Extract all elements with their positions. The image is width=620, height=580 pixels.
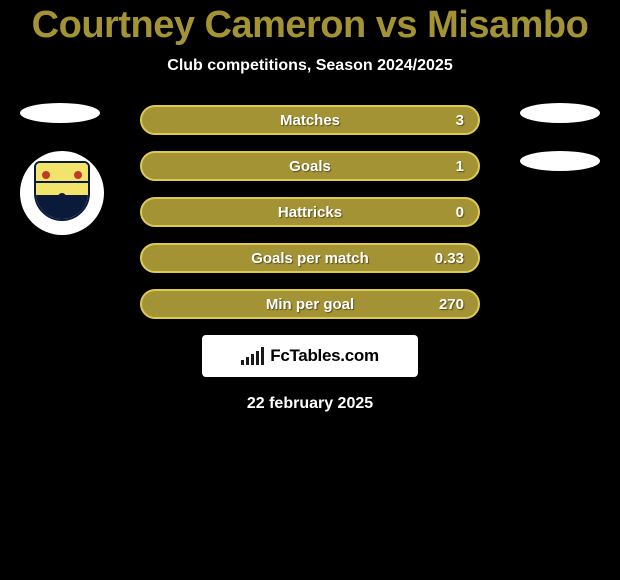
chart-bar: [251, 354, 254, 365]
chart-icon: [241, 347, 264, 365]
stat-value: 3: [456, 112, 464, 129]
player1-country-placeholder: [20, 103, 100, 123]
stat-value: 1: [456, 158, 464, 175]
stat-row: Matches3: [140, 105, 480, 135]
page-title: Courtney Cameron vs Misambo: [0, 0, 620, 47]
subtitle: Club competitions, Season 2024/2025: [0, 57, 620, 75]
stat-label: Goals: [142, 158, 478, 175]
chart-bar: [246, 357, 249, 365]
stat-label: Matches: [142, 112, 478, 129]
player1-club-crest: [20, 151, 104, 235]
stat-value: 270: [439, 296, 464, 313]
watermark-text: FcTables.com: [270, 346, 379, 366]
stat-rows: Matches3Goals1Hattricks0Goals per match0…: [140, 105, 480, 319]
player2-country-placeholder: [520, 103, 600, 123]
stat-label: Hattricks: [142, 204, 478, 221]
stat-row: Min per goal270: [140, 289, 480, 319]
stat-value: 0: [456, 204, 464, 221]
left-badge-column: [20, 103, 104, 235]
date-label: 22 february 2025: [0, 395, 620, 413]
stat-row: Hattricks0: [140, 197, 480, 227]
stat-row: Goals per match0.33: [140, 243, 480, 273]
stat-value: 0.33: [435, 250, 464, 267]
crest-shield-icon: [34, 161, 90, 221]
chart-bar: [241, 360, 244, 365]
chart-bar: [261, 347, 264, 365]
chart-bar: [256, 351, 259, 365]
right-badge-column: [520, 103, 600, 199]
stats-section: Matches3Goals1Hattricks0Goals per match0…: [0, 105, 620, 319]
watermark-logo: FcTables.com: [202, 335, 418, 377]
player2-club-placeholder: [520, 151, 600, 171]
stat-label: Goals per match: [142, 250, 478, 267]
stat-row: Goals1: [140, 151, 480, 181]
stat-label: Min per goal: [142, 296, 478, 313]
